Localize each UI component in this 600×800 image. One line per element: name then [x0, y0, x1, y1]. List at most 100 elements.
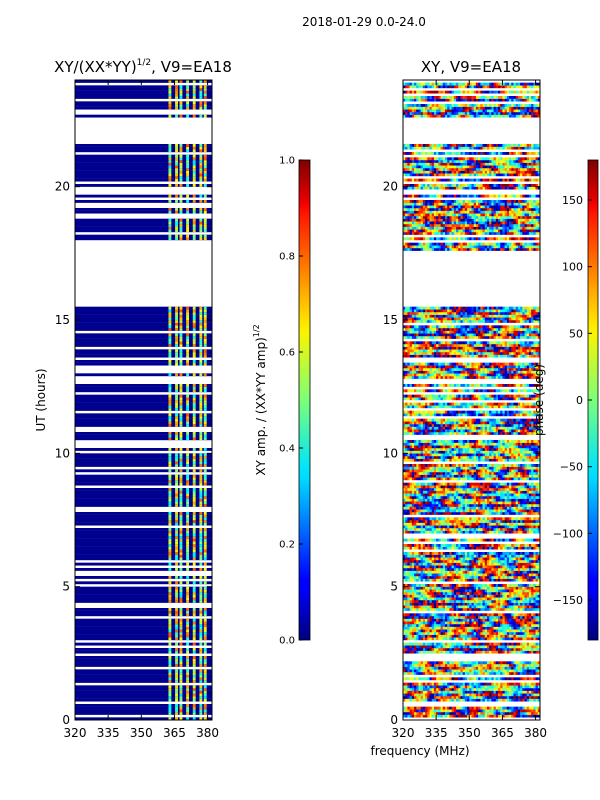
heatmap-cell: [491, 648, 494, 651]
heatmap-cell: [429, 520, 433, 523]
heatmap-cell: [175, 160, 178, 163]
heatmap-cell: [186, 104, 190, 107]
heatmap-cell: [513, 650, 516, 654]
heatmap-cell: [429, 677, 433, 681]
heatmap-cell: [192, 496, 196, 499]
heatmap-cell: [440, 688, 444, 691]
heatmap-cell: [175, 408, 178, 411]
heatmap-cell: [451, 608, 455, 611]
heatmap-cell: [175, 456, 178, 459]
heatmap-cell: [203, 464, 207, 467]
heatmap-cell: [440, 661, 444, 665]
heatmap-cell: [168, 144, 172, 147]
heatmap-cell: [179, 562, 183, 566]
heatmap-cell: [199, 600, 203, 603]
heatmap-cell: [186, 469, 190, 473]
heatmap-cell: [506, 597, 510, 601]
heatmap-cell: [528, 592, 532, 595]
heatmap-cell: [464, 621, 468, 625]
heatmap-cell: [469, 712, 472, 715]
heatmap-cell: [425, 605, 428, 609]
heatmap-cell: [493, 648, 497, 651]
heatmap-cell: [179, 418, 183, 422]
heatmap-cell: [168, 333, 172, 337]
heatmap-cell: [475, 648, 479, 651]
heatmap-cell: [199, 648, 203, 651]
heatmap-cell: [442, 621, 446, 625]
heatmap-cell: [460, 552, 463, 555]
heatmap-cell: [433, 520, 437, 523]
heatmap-cell: [498, 626, 501, 630]
heatmap-cell: [186, 325, 190, 329]
heatmap-cell: [458, 682, 461, 686]
heatmap-cell: [482, 584, 486, 587]
heatmap-cell: [186, 400, 190, 403]
heatmap-cell: [199, 221, 203, 225]
heatmap-cell: [511, 637, 514, 641]
heatmap-cell: [444, 560, 448, 563]
heatmap-cell: [489, 578, 492, 582]
heatmap-cell: [486, 661, 490, 665]
heatmap-cell: [522, 677, 525, 681]
heatmap-cell: [199, 501, 203, 505]
heatmap-cell: [442, 709, 446, 713]
heatmap-cell: [513, 637, 516, 641]
heatmap-cell: [469, 706, 472, 710]
heatmap-cell: [442, 560, 446, 563]
heatmap-cell: [407, 573, 410, 577]
heatmap-cell: [411, 634, 415, 638]
heatmap-cell: [203, 626, 207, 630]
heatmap-cell: [451, 562, 455, 566]
heatmap-cell: [168, 698, 172, 702]
heatmap-cell: [495, 685, 499, 689]
heatmap-cell: [489, 538, 492, 542]
heatmap-cell: [449, 693, 452, 697]
heatmap-cell: [535, 576, 539, 579]
heatmap-cell: [498, 661, 501, 665]
heatmap-cell: [458, 642, 461, 646]
heatmap-cell: [427, 709, 430, 713]
heatmap-cell: [203, 576, 207, 579]
heatmap-cell: [451, 626, 455, 630]
heatmap-cell: [175, 536, 178, 539]
heatmap-cell: [407, 530, 410, 534]
heatmap-cell: [203, 234, 207, 238]
heatmap-cell: [199, 424, 203, 427]
heatmap-cell: [511, 696, 514, 699]
heatmap-cell: [473, 576, 477, 579]
heatmap-cell: [203, 229, 207, 233]
heatmap-cell: [475, 698, 479, 702]
heatmap-cell: [203, 221, 207, 225]
heatmap-cell: [469, 616, 472, 619]
heatmap-cell: [495, 530, 499, 534]
heatmap-cell: [199, 224, 203, 227]
heatmap-cell: [403, 664, 406, 667]
heatmap-cell: [192, 514, 196, 518]
heatmap-cell: [522, 690, 525, 694]
heatmap-cell: [500, 666, 503, 670]
heatmap-cell: [199, 586, 203, 590]
heatmap-cell: [186, 642, 190, 646]
heatmap-cell: [199, 144, 203, 147]
heatmap-cell: [409, 616, 413, 619]
heatmap-cell: [500, 645, 503, 649]
heatmap-cell: [407, 613, 410, 617]
heatmap-cell: [425, 645, 428, 649]
heatmap-cell: [500, 626, 503, 630]
heatmap-cell: [407, 597, 410, 601]
heatmap-cell: [467, 624, 470, 627]
heatmap-cell: [416, 637, 419, 641]
heatmap-row: [75, 373, 212, 377]
heatmap-cell: [509, 592, 512, 595]
heatmap-cell: [440, 714, 444, 718]
heatmap-cell: [515, 600, 519, 603]
heatmap-cell: [449, 600, 452, 603]
heatmap-cell: [427, 632, 430, 635]
heatmap-cell: [482, 522, 486, 526]
heatmap-cell: [520, 589, 523, 593]
heatmap-cell: [186, 597, 190, 601]
heatmap-cell: [405, 554, 408, 558]
heatmap-cell: [498, 645, 501, 649]
heatmap-cell: [453, 594, 457, 598]
heatmap-cell: [192, 400, 196, 403]
